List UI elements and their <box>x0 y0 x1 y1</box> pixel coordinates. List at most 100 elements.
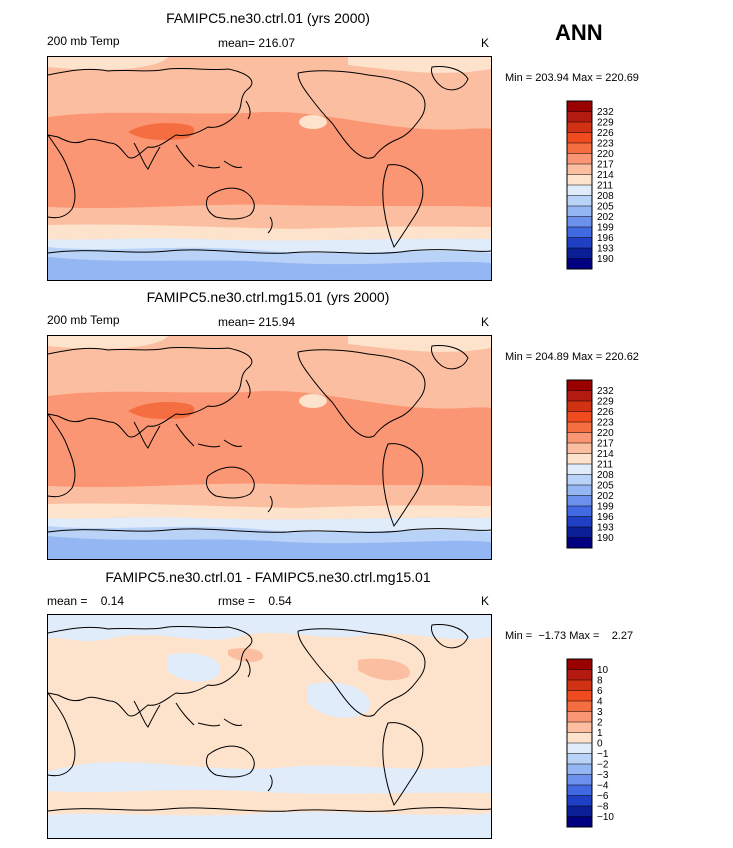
panel-3-mean-label: mean = 0.14 <box>47 594 125 608</box>
colorbar-swatch <box>567 816 592 827</box>
colorbar-label: 226 <box>597 407 614 418</box>
colorbar-label: 193 <box>597 244 614 255</box>
coastline <box>431 624 469 649</box>
colorbar-label: 193 <box>597 523 614 534</box>
panel-1-minmax: Min = 203.94 Max = 220.69 <box>505 72 639 84</box>
coastline <box>205 466 255 499</box>
coastline <box>297 349 426 438</box>
colorbar-label: −8 <box>597 802 609 813</box>
coastline <box>48 249 491 254</box>
difference-field <box>48 615 491 838</box>
colorbar-swatch <box>567 464 592 475</box>
colorbar-label: 208 <box>597 191 614 202</box>
colorbar-label: 214 <box>597 170 614 181</box>
colorbar-label: 199 <box>597 502 614 513</box>
coastline <box>382 722 424 807</box>
colorbar-label: 190 <box>597 254 614 265</box>
colorbar-swatch <box>567 743 592 754</box>
coastline <box>48 625 253 717</box>
panel-3-map <box>47 614 492 839</box>
colorbar-label: 205 <box>597 202 614 213</box>
colorbar-swatch <box>567 143 592 154</box>
colorbar-label: 223 <box>597 139 614 150</box>
colorbar-swatch <box>567 185 592 196</box>
coastline <box>245 379 251 399</box>
colorbar-swatch <box>567 206 592 217</box>
colorbar-label: 202 <box>597 491 614 502</box>
colorbar-label: −6 <box>597 791 609 802</box>
colorbar-swatch <box>567 411 592 422</box>
colorbar-swatch <box>567 248 592 259</box>
colorbar-label: 226 <box>597 128 614 139</box>
colorbar-swatch <box>567 485 592 496</box>
colorbar-swatch <box>567 474 592 485</box>
panel-1-colorbar: 2322292262232202172142112082052021991961… <box>566 100 614 270</box>
panel-2-units: K <box>481 315 490 329</box>
colorbar-label: 2 <box>597 718 603 729</box>
coastline <box>48 528 491 533</box>
colorbar-label: −1 <box>597 749 609 760</box>
colorbar-swatch <box>567 432 592 443</box>
colorbar-label: 232 <box>597 386 614 397</box>
colorbar-swatch <box>567 669 592 680</box>
panel-3-title: FAMIPC5.ne30.ctrl.01 - FAMIPC5.ne30.ctrl… <box>105 569 431 585</box>
panel-3-minmax: Min = −1.73 Max = 2.27 <box>505 630 634 642</box>
coastline-outline <box>48 624 491 812</box>
colorbar-swatch <box>567 258 592 269</box>
colorbar-swatch <box>567 195 592 206</box>
colorbar-swatch <box>567 527 592 538</box>
colorbar-label: 3 <box>597 707 603 718</box>
coastline <box>205 187 255 220</box>
colorbar-swatch <box>567 753 592 764</box>
coastline <box>133 700 161 728</box>
colorbar-swatch <box>567 174 592 185</box>
colorbar-swatch <box>567 785 592 796</box>
coastline <box>133 142 161 170</box>
colorbar-label: 211 <box>597 460 613 471</box>
colorbar-label: 8 <box>597 676 603 687</box>
colorbar-swatch <box>567 806 592 817</box>
coastline <box>267 495 273 513</box>
temperature-field <box>48 57 491 280</box>
colorbar-label: −2 <box>597 760 609 771</box>
colorbar-swatch <box>567 216 592 227</box>
temperature-field <box>48 336 491 559</box>
coastline <box>48 346 253 438</box>
colorbar-swatch <box>567 537 592 548</box>
colorbar-swatch <box>567 690 592 701</box>
coastline <box>48 692 76 777</box>
panel-2-minmax: Min = 204.89 Max = 220.62 <box>505 351 639 363</box>
colorbar-label: 10 <box>597 665 609 676</box>
colorbar-swatch <box>567 680 592 691</box>
panel-2-colorbar: 2322292262232202172142112082052021991961… <box>566 379 614 549</box>
coastline-outline <box>48 345 491 533</box>
colorbar-swatch <box>567 227 592 238</box>
colorbar-swatch <box>567 659 592 670</box>
colorbar-swatch <box>567 701 592 712</box>
colorbar-swatch <box>567 122 592 133</box>
colorbar-label: 217 <box>597 160 614 171</box>
coastline <box>175 423 243 448</box>
coastline <box>382 443 424 528</box>
coastline <box>267 216 273 234</box>
colorbar-swatch <box>567 722 592 733</box>
colorbar-label: 232 <box>597 107 614 118</box>
colorbar-label: 196 <box>597 512 614 523</box>
colorbar-swatch <box>567 495 592 506</box>
colorbar-label: 229 <box>597 397 614 408</box>
colorbar-label: −3 <box>597 770 609 781</box>
colorbar-swatch <box>567 774 592 785</box>
panel-1-title: FAMIPC5.ne30.ctrl.01 (yrs 2000) <box>166 10 370 26</box>
colorbar-swatch <box>567 380 592 391</box>
colorbar-label: 220 <box>597 428 614 439</box>
colorbar-label: 199 <box>597 223 614 234</box>
colorbar-swatch <box>567 506 592 517</box>
colorbar-swatch <box>567 401 592 412</box>
colorbar-swatch <box>567 764 592 775</box>
coastline <box>297 70 426 159</box>
colorbar-swatch <box>567 711 592 722</box>
colorbar-label: 190 <box>597 533 614 544</box>
panel-1-map <box>47 56 492 281</box>
coastline <box>48 413 76 498</box>
